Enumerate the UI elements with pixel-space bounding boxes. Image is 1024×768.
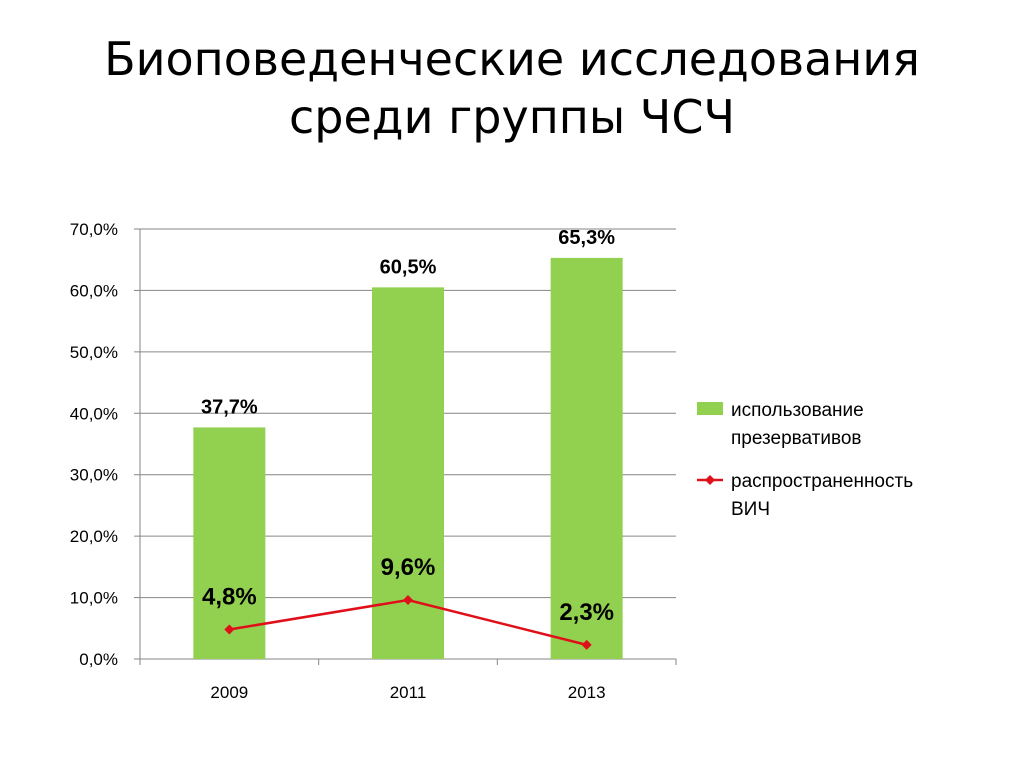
legend-label-line: распространенность <box>731 471 913 492</box>
y-tick-label: 10,0% <box>70 589 118 608</box>
y-tick-label: 40,0% <box>70 404 118 423</box>
y-tick-label: 20,0% <box>70 527 118 546</box>
bar-data-label: 60,5% <box>380 256 437 278</box>
slide-title: Биоповеденческие исследования среди груп… <box>0 30 1024 146</box>
line-point <box>224 624 235 635</box>
x-tick-label: 2011 <box>390 683 427 702</box>
bar <box>550 257 623 659</box>
line-point <box>403 595 413 606</box>
legend-swatch-marker <box>705 475 715 485</box>
legend-label-bar: презервативов <box>731 428 862 449</box>
slide-title-line-2: среди группы ЧСЧ <box>289 90 735 144</box>
y-tick-label: 60,0% <box>70 281 118 300</box>
y-tick-label: 70,0% <box>70 220 118 239</box>
y-tick-label: 50,0% <box>70 343 118 362</box>
slide-title-line-1: Биоповеденческие исследования <box>104 32 920 86</box>
bar-data-label: 65,3% <box>558 227 615 249</box>
line-data-label: 9,6% <box>381 554 436 581</box>
y-tick-label: 30,0% <box>70 466 118 485</box>
y-tick-label: 0,0% <box>79 650 118 669</box>
line-point <box>581 639 592 650</box>
legend-label-bar: использование <box>731 400 864 421</box>
x-tick-label: 2013 <box>568 683 606 702</box>
legend-swatch-bar <box>697 402 723 415</box>
x-tick-label: 2009 <box>210 683 248 702</box>
bar-data-label: 37,7% <box>201 396 258 418</box>
legend-label-line: ВИЧ <box>731 499 770 520</box>
line-data-label: 2,3% <box>559 599 614 626</box>
bar <box>193 427 266 659</box>
line-data-label: 4,8% <box>202 584 257 611</box>
